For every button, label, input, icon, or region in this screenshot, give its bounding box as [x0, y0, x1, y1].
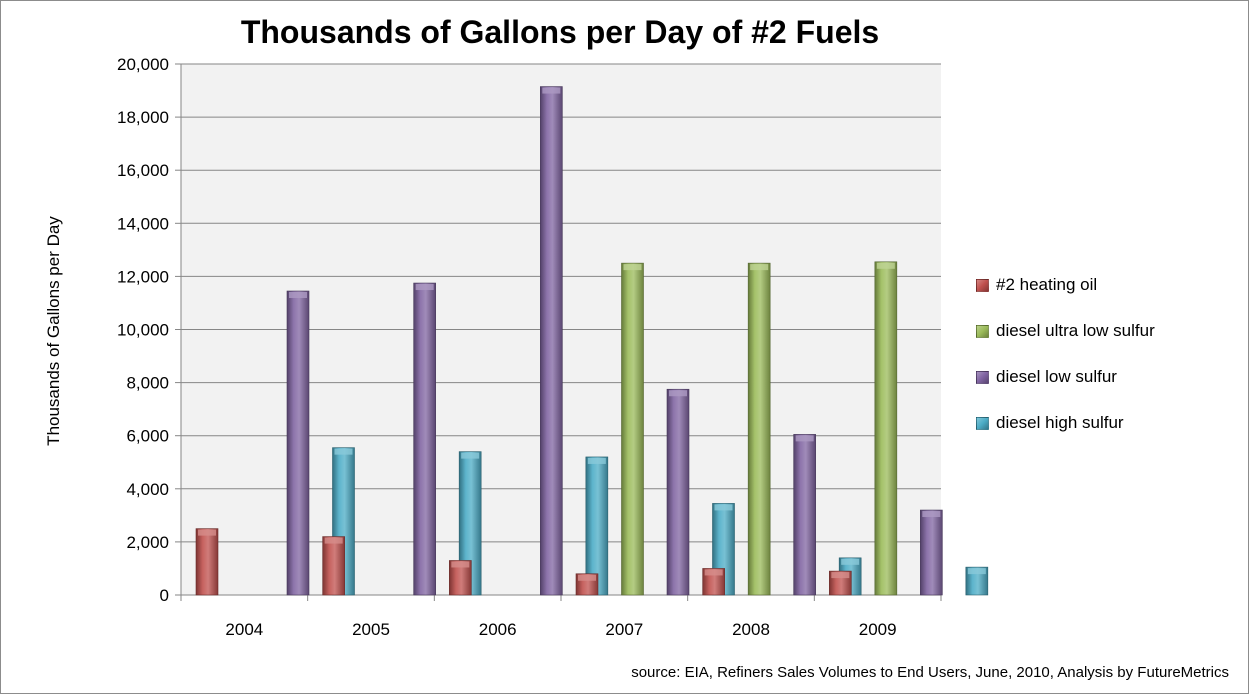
x-tick-label: 2009 — [859, 620, 897, 639]
bar-cap — [415, 284, 434, 291]
legend-swatch — [976, 324, 989, 338]
bar-cap — [831, 572, 850, 579]
bar-cap — [750, 264, 769, 271]
legend-item: diesel low sulfur — [976, 354, 1155, 400]
bar-diesel-low-sulfur-2006 — [540, 86, 563, 596]
legend: #2 heating oil diesel ultra low sulfur die… — [976, 262, 1155, 446]
bar-cap — [324, 537, 343, 544]
bar-diesel-ultra-low-sulfur-2008 — [747, 262, 771, 596]
y-tick-label: 10,000 — [117, 321, 169, 340]
bar-diesel-low-sulfur-2009 — [920, 509, 943, 596]
y-tick-label: 8,000 — [126, 374, 169, 393]
bar-cap — [289, 292, 307, 299]
y-tick-label: 20,000 — [117, 55, 169, 74]
bar-cap — [334, 448, 353, 455]
bar-diesel-ultra-low-sulfur-2007 — [621, 262, 644, 596]
bar-cap — [461, 452, 480, 459]
bar-2-heating-oil-2006 — [449, 560, 472, 596]
legend-item: #2 heating oil — [976, 262, 1155, 308]
bar-cap — [587, 457, 606, 464]
legend-swatch — [976, 370, 989, 384]
legend-swatch — [976, 278, 989, 292]
y-tick-label: 18,000 — [117, 108, 169, 127]
bar-diesel-low-sulfur-2008 — [793, 434, 816, 596]
x-tick-label: 2007 — [605, 620, 643, 639]
bar-cap — [578, 574, 596, 581]
y-tick-label: 4,000 — [126, 480, 169, 499]
bar-2-heating-oil-2005 — [322, 536, 345, 596]
bar-cap — [967, 568, 986, 575]
x-tick-label: 2008 — [732, 620, 770, 639]
bar-diesel-low-sulfur-2005 — [413, 282, 436, 596]
y-tick-label: 6,000 — [126, 427, 169, 446]
bar-cap — [922, 511, 941, 518]
x-tick-label: 2004 — [225, 620, 263, 639]
y-tick-label: 14,000 — [117, 214, 169, 233]
legend-item: diesel high sulfur — [976, 400, 1155, 446]
y-tick-label: 16,000 — [117, 161, 169, 180]
chart-title: Thousands of Gallons per Day of #2 Fuels — [240, 14, 880, 50]
source-note: source: EIA, Refiners Sales Volumes to E… — [631, 664, 1229, 681]
y-tick-label: 12,000 — [117, 267, 169, 286]
bar-diesel-ultra-low-sulfur-2009 — [874, 261, 898, 596]
bar-cap — [841, 558, 860, 565]
legend-label: diesel ultra low sulfur — [996, 321, 1155, 340]
bar-cap — [876, 262, 895, 269]
bar-cap — [198, 529, 216, 536]
legend-item: diesel ultra low sulfur — [976, 308, 1155, 354]
bar-diesel-low-sulfur-2004 — [286, 290, 310, 596]
bar-cap — [542, 87, 561, 94]
legend-label: #2 heating oil — [996, 275, 1098, 294]
bar-diesel-low-sulfur-2007 — [666, 388, 690, 596]
bar-cap — [451, 561, 470, 568]
bar-cap — [714, 504, 733, 511]
legend-label: diesel high sulfur — [996, 413, 1124, 432]
x-tick-label: 2005 — [352, 620, 390, 639]
x-tick-label: 2006 — [479, 620, 517, 639]
bar-cap — [795, 435, 814, 442]
legend-label: diesel low sulfur — [996, 367, 1117, 386]
legend-swatch — [976, 416, 989, 430]
bar-2-heating-oil-2004 — [195, 528, 219, 596]
y-tick-label: 2,000 — [126, 533, 169, 552]
bar-cap — [623, 264, 642, 271]
y-tick-label: 0 — [160, 586, 169, 605]
bar-cap — [669, 390, 687, 397]
bar-cap — [704, 569, 723, 576]
